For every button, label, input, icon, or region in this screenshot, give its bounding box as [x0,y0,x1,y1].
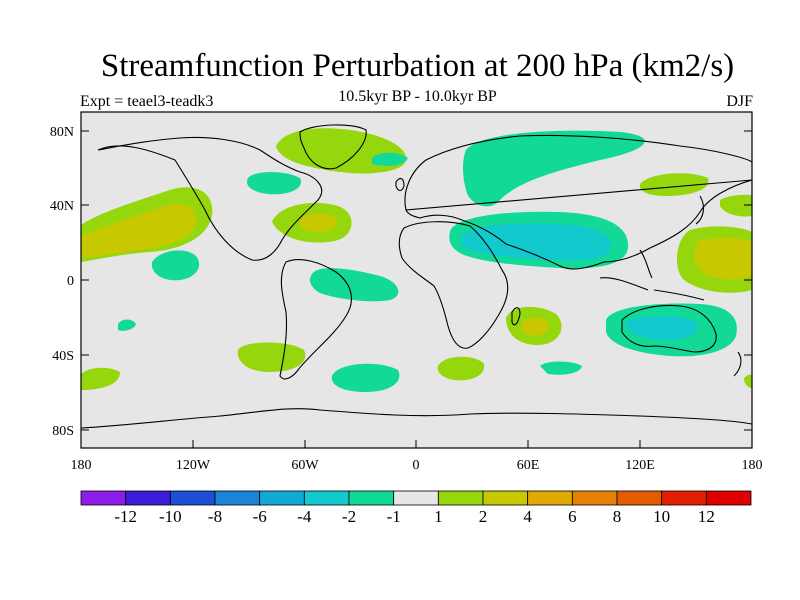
lon-label-0: 0 [413,458,420,473]
contour-region [540,361,582,375]
colorbar-label: 2 [479,507,488,526]
colorbar-swatch [214,490,261,506]
map-background [81,112,752,448]
plot-title: Streamfunction Perturbation at 200 hPa (… [100,48,735,84]
coastline-maritime-asia [599,249,705,301]
lat-label-40n: 40N [50,199,74,214]
colorbar-label: -4 [297,507,312,526]
lon-label-120w: 120W [176,458,211,473]
coastline-south-america [279,259,352,380]
contour-region [237,342,306,372]
colorbar-swatch [303,490,350,506]
lat-label-80n: 80N [50,125,74,140]
lat-label-eq: 0 [67,274,74,289]
colorbar-swatch [348,490,395,506]
coastline-eurasia [404,134,752,270]
coastline-japan [695,195,705,225]
colorbar-label: -10 [159,507,182,526]
colorbar: -12 -10 -8 -6 -4 -2 -1 1 2 4 6 8 10 12 [80,490,752,526]
contour-region [81,367,120,390]
coastline-madagascar [511,307,521,326]
contour-region [626,316,698,340]
contour-region [744,374,752,388]
colorbar-swatch [259,490,305,506]
lat-label-40s: 40S [52,349,74,364]
contour-region [720,194,752,217]
contour-region [694,237,752,280]
contour-region [151,250,200,281]
coastline-greenland [299,124,367,170]
colorbar-swatch [80,490,127,506]
lon-label-120e: 120E [625,458,655,473]
contour-region [437,356,485,381]
coastline-africa [398,221,509,349]
colorbar-swatch [661,490,707,506]
colorbar-label: -1 [387,507,401,526]
colorbar-label: 10 [653,507,670,526]
colorbar-swatch [125,490,171,506]
lat-tick-marks [81,130,752,431]
contour-region [372,152,408,166]
experiment-label: Expt = teael3-teadk3 [80,93,214,110]
contour-region [310,268,399,302]
lon-label-60w: 60W [291,458,319,473]
coastline-north-america [97,136,323,261]
lon-tick-marks [80,440,753,448]
colorbar-swatch [571,490,618,506]
coastline-antarctica [81,408,752,429]
coastlines [81,124,752,429]
contour-region [246,172,301,195]
colorbar-swatch [616,490,663,506]
colorbar-swatch [705,490,752,506]
contour-region [460,223,611,261]
contour-region [463,130,645,207]
contour-region [521,317,549,336]
contour-fields [81,128,752,392]
coastline-british-isles [395,177,405,192]
colorbar-label: -8 [208,507,222,526]
colorbar-label: 4 [523,507,532,526]
contour-region [331,363,400,392]
lon-label-60e: 60E [517,458,540,473]
colorbar-label: 1 [434,507,443,526]
contour-region [118,319,136,331]
contour-region [299,213,337,232]
colorbar-label: -12 [114,507,137,526]
lon-label-180w: 180 [71,458,92,473]
colorbar-swatch [527,490,573,506]
contour-region [639,173,709,196]
colorbar-label: 6 [568,507,577,526]
colorbar-label: 8 [613,507,622,526]
colorbar-label: -6 [253,507,267,526]
lon-label-180e: 180 [742,458,763,473]
colorbar-swatch [169,490,216,506]
coastline-australia [621,304,717,353]
colorbar-swatch [437,490,484,506]
colorbar-swatch [482,490,529,506]
colorbar-label: 12 [698,507,715,526]
coastline-new-zealand [733,351,742,377]
lat-label-80s: 80S [52,424,74,439]
period-label: 10.5kyr BP - 10.0kyr BP [338,88,497,105]
colorbar-label: -2 [342,507,356,526]
contour-region [81,204,197,258]
colorbar-swatch [393,490,439,506]
season-label: DJF [726,93,753,110]
